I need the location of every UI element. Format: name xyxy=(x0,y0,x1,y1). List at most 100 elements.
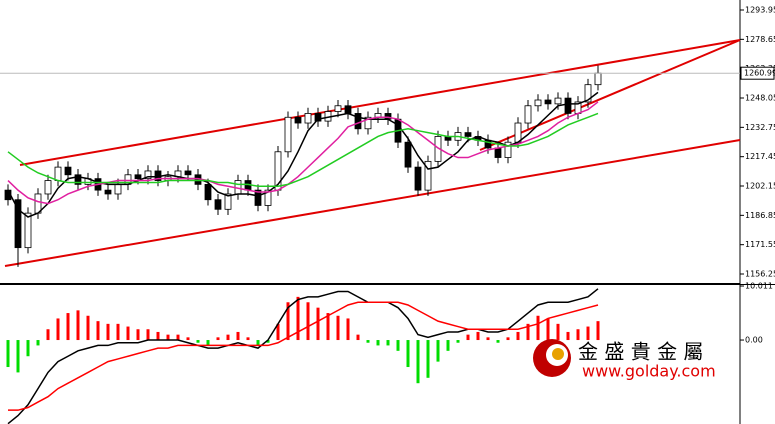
histogram-bar xyxy=(266,340,270,343)
candle-body xyxy=(334,105,342,112)
histogram-bar xyxy=(26,340,30,357)
candle-body xyxy=(534,99,542,107)
histogram-bar xyxy=(6,340,10,368)
candle-body xyxy=(544,99,552,105)
y-tick-label: 10.011 xyxy=(745,282,773,291)
candle-body xyxy=(264,189,272,206)
histogram-bar xyxy=(526,323,530,341)
histogram-bar xyxy=(586,326,590,341)
candle-body xyxy=(24,212,32,249)
histogram-bar xyxy=(66,313,70,341)
last-price-box xyxy=(740,66,775,80)
y-tick-label: 1171.55 xyxy=(745,240,775,249)
candle-body xyxy=(114,183,122,195)
histogram-bar xyxy=(596,321,600,341)
candle-body xyxy=(364,116,372,130)
histogram-bar xyxy=(16,340,20,373)
channel-line xyxy=(19,39,741,166)
histogram-bar xyxy=(326,313,330,341)
histogram-bar xyxy=(176,334,180,341)
channel-line xyxy=(4,139,741,267)
histogram-bar xyxy=(486,337,490,341)
candle-body xyxy=(14,199,22,249)
histogram-bar xyxy=(336,315,340,341)
histogram-bar xyxy=(356,334,360,341)
candle-body xyxy=(214,199,222,210)
y-tick-label: 1232.75 xyxy=(745,123,775,132)
histogram-bar xyxy=(146,329,150,341)
histogram-bar xyxy=(346,318,350,341)
histogram-bar xyxy=(156,331,160,341)
histogram-bar xyxy=(306,302,310,341)
histogram-bar xyxy=(446,340,450,351)
histogram-bar xyxy=(496,340,500,343)
candle-body xyxy=(344,105,352,114)
histogram-bar xyxy=(256,340,260,346)
y-tick-label: 1217.45 xyxy=(745,152,775,161)
histogram-bar xyxy=(106,323,110,341)
histogram-bar xyxy=(466,334,470,341)
histogram-bar xyxy=(316,307,320,341)
histogram-bar xyxy=(236,331,240,341)
logo xyxy=(552,348,564,360)
line-series xyxy=(8,301,599,411)
histogram-bar xyxy=(436,340,440,362)
histogram-bar xyxy=(206,340,210,346)
candle-body xyxy=(184,170,192,176)
candle-body xyxy=(414,166,422,191)
watermark: 金 盛 貴 金 屬 www.golday.com xyxy=(533,339,716,381)
histogram-bar xyxy=(166,334,170,341)
candle-body xyxy=(144,170,152,180)
histogram-bar xyxy=(576,329,580,341)
histogram-bar xyxy=(516,331,520,341)
candle-body xyxy=(204,183,212,201)
candle-body xyxy=(524,105,532,124)
histogram-bar xyxy=(86,315,90,341)
histogram-bar xyxy=(56,318,60,341)
y-tick-label: 1202.15 xyxy=(745,182,775,191)
histogram-bar xyxy=(36,340,40,346)
candle-body xyxy=(54,166,62,181)
candle-body xyxy=(284,116,292,153)
histogram-bar xyxy=(96,321,100,341)
candle-body xyxy=(584,84,592,103)
line-series xyxy=(7,112,599,188)
histogram-bar xyxy=(246,337,250,341)
y-tick-label: 1248.05 xyxy=(745,94,775,103)
candle-body xyxy=(104,189,112,195)
candle-body xyxy=(304,113,312,124)
candle-body xyxy=(504,141,512,158)
histogram-bar xyxy=(136,329,140,341)
histogram-bar xyxy=(366,340,370,343)
histogram-bar xyxy=(126,326,130,341)
candle-body xyxy=(134,174,142,180)
histogram-bar xyxy=(566,331,570,341)
histogram-bar xyxy=(416,340,420,384)
candle-body xyxy=(314,113,322,122)
candle-body xyxy=(44,180,52,195)
url: www.golday.com xyxy=(582,362,716,381)
histogram-bar xyxy=(406,340,410,368)
y-tick-label: 1278.65 xyxy=(745,35,775,44)
candle-body xyxy=(224,193,232,210)
candle-body xyxy=(494,147,502,158)
histogram-bar xyxy=(76,310,80,341)
y-tick-label: 1156.25 xyxy=(745,270,775,279)
histogram-bar xyxy=(506,337,510,341)
histogram-bar xyxy=(376,340,380,346)
candle-body xyxy=(564,97,572,114)
candle-body xyxy=(64,166,72,176)
candle-body xyxy=(424,160,432,191)
histogram-bar xyxy=(116,323,120,341)
histogram-bar xyxy=(186,337,190,341)
y-tick-label: 0.00 xyxy=(745,336,763,345)
candle-body xyxy=(514,122,522,143)
histogram-bar xyxy=(536,315,540,341)
candle-body xyxy=(74,174,82,185)
candle-body xyxy=(464,132,472,137)
candle-body xyxy=(294,116,302,124)
candle-body xyxy=(594,72,602,86)
